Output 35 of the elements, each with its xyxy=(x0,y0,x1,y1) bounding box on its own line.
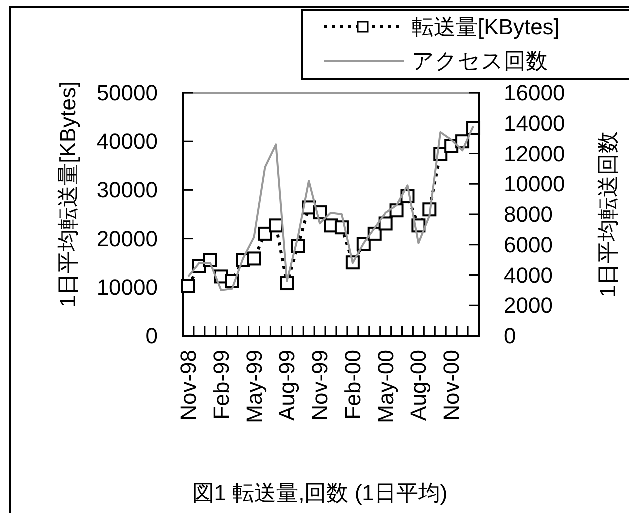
x-tick-label: Nov-98 xyxy=(176,350,201,421)
point xyxy=(258,226,272,241)
x-tick-label: May-00 xyxy=(373,350,398,424)
x-tick-label: May-99 xyxy=(242,350,267,424)
legend-label: アクセス回数 xyxy=(412,48,548,74)
point xyxy=(247,252,262,266)
point xyxy=(181,279,196,294)
y-tick-label: 30000 xyxy=(96,178,158,203)
x-tick-label: Aug-99 xyxy=(274,350,300,421)
y-tick-label: 20000 xyxy=(96,226,158,252)
y2-tick-label: 10000 xyxy=(504,172,566,197)
point xyxy=(269,218,284,233)
y2-tick-label: 16000 xyxy=(504,80,566,106)
x-tick-label: Feb-00 xyxy=(340,350,366,420)
y-tick-label: 10000 xyxy=(96,274,158,300)
y-tick-label: 40000 xyxy=(96,129,158,154)
y2-tick-label: 14000 xyxy=(504,110,566,136)
caption: 図1 転送量,回数 (1日平均) xyxy=(192,480,448,506)
y-tick-label: 0 xyxy=(146,324,158,348)
x-tick-label: Aug-00 xyxy=(406,350,432,421)
point xyxy=(378,216,393,231)
y2-tick-label: 4000 xyxy=(504,262,553,288)
x-tick-label: Nov-00 xyxy=(439,350,464,421)
y2-axis-title: 1日平均転送回数 xyxy=(596,131,620,298)
y2-tick-label: 12000 xyxy=(504,141,566,166)
point xyxy=(280,276,294,291)
y-axis-title: 1日平均転送量[KBytes] xyxy=(56,81,80,308)
y2-tick-label: 8000 xyxy=(504,202,553,227)
y2-tick-label: 2000 xyxy=(504,293,553,318)
y-tick-label: 50000 xyxy=(96,80,158,106)
legend-label: 転送量[KBytes] xyxy=(412,14,560,40)
x-tick-label: Nov-99 xyxy=(308,350,333,421)
x-tick-label: Feb-99 xyxy=(208,350,234,420)
y2-tick-label: 6000 xyxy=(504,232,553,258)
y2-tick-label: 0 xyxy=(504,324,516,348)
